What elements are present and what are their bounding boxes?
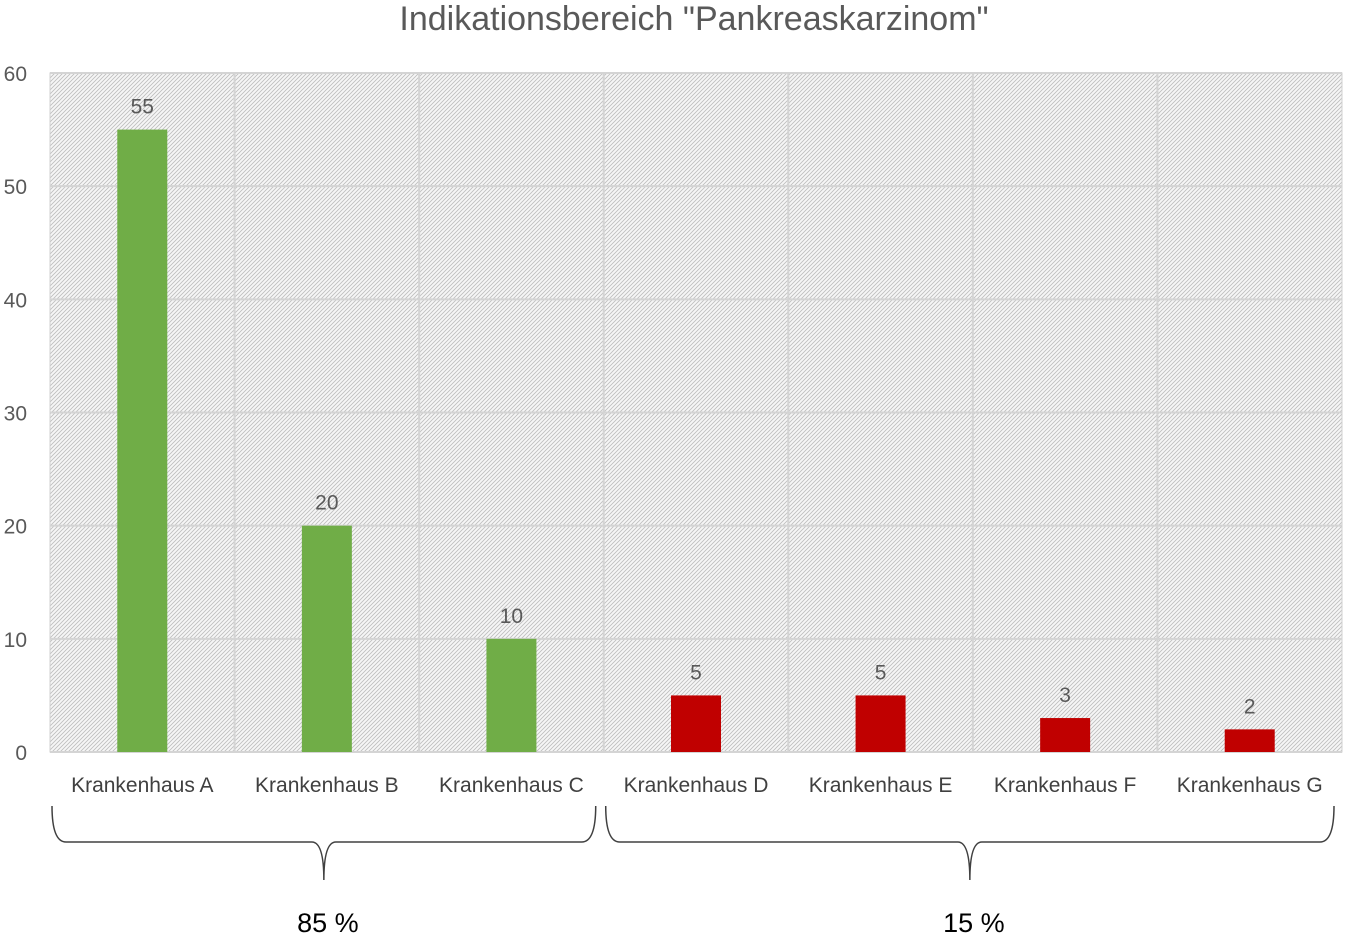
bars	[117, 129, 1275, 753]
bar	[1224, 729, 1275, 752]
y-tick-label: 0	[15, 742, 27, 765]
x-tick-label: Krankenhaus E	[809, 774, 953, 797]
bar	[301, 525, 352, 752]
data-label: 10	[500, 605, 523, 628]
y-tick-label: 50	[4, 176, 27, 199]
y-tick-label: 20	[4, 516, 27, 539]
x-tick-label: Krankenhaus D	[624, 774, 769, 797]
data-label: 20	[315, 492, 338, 515]
x-tick-label: Krankenhaus F	[994, 774, 1136, 797]
y-tick-label: 10	[4, 629, 27, 652]
y-axis-tick-labels: 0 10 20 30 40 50 60	[4, 63, 27, 765]
y-tick-label: 40	[4, 289, 27, 312]
x-tick-label: Krankenhaus B	[255, 774, 399, 797]
bar	[486, 638, 537, 752]
data-label: 5	[875, 661, 887, 684]
gridlines	[50, 72, 1342, 753]
bar	[1040, 718, 1091, 752]
data-label: 2	[1244, 695, 1256, 718]
group-label: 85 %	[297, 908, 359, 938]
group-label: 15 %	[943, 908, 1005, 938]
chart-title: Indikationsbereich "Pankreaskarzinom"	[399, 0, 988, 38]
bar	[855, 695, 906, 752]
x-axis-tick-labels: Krankenhaus A Krankenhaus B Krankenhaus C K…	[71, 774, 1323, 797]
group-brace	[51, 805, 597, 881]
y-tick-label: 30	[4, 403, 27, 426]
data-label: 55	[131, 96, 154, 119]
x-tick-label: Krankenhaus G	[1177, 774, 1323, 797]
x-tick-label: Krankenhaus A	[71, 774, 213, 797]
data-label: 3	[1059, 684, 1071, 707]
x-tick-label: Krankenhaus C	[439, 774, 584, 797]
group-braces: 85 % 15 %	[51, 805, 1335, 938]
group-brace	[604, 805, 1335, 881]
bar	[117, 129, 168, 753]
y-tick-label: 60	[4, 63, 27, 86]
data-label: 5	[690, 661, 702, 684]
bar	[671, 695, 721, 752]
